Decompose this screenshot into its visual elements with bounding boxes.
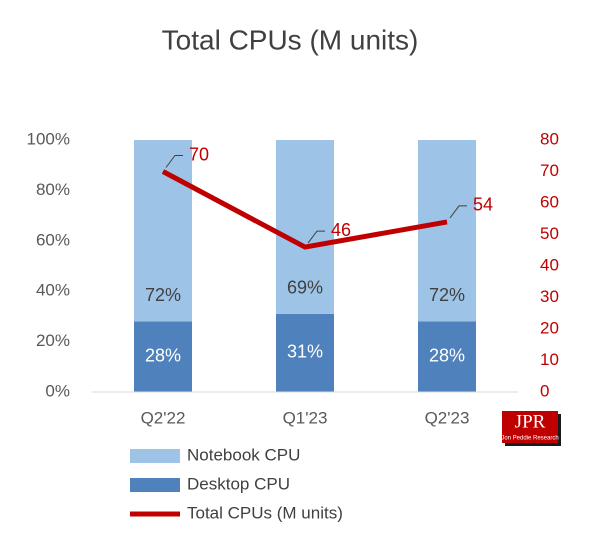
y2-tick-label: 60 bbox=[540, 192, 559, 211]
y-tick-label: 80% bbox=[36, 180, 70, 199]
data-label: 72% bbox=[145, 285, 181, 305]
x-tick-label: Q2'23 bbox=[425, 408, 470, 427]
logo-text: JPR bbox=[515, 411, 546, 432]
y2-tick-label: 10 bbox=[540, 350, 559, 369]
label-leader bbox=[307, 230, 325, 244]
data-label: 54 bbox=[473, 195, 493, 215]
chart-title: Total CPUs (M units) bbox=[162, 24, 419, 55]
legend-label: Desktop CPU bbox=[187, 474, 290, 493]
data-label: 28% bbox=[429, 345, 465, 365]
x-tick-label: Q2'22 bbox=[141, 408, 186, 427]
bar-segment bbox=[418, 140, 476, 322]
data-label: 31% bbox=[287, 342, 323, 362]
data-label: 69% bbox=[287, 278, 323, 298]
data-label: 28% bbox=[145, 345, 181, 365]
y2-tick-label: 70 bbox=[540, 161, 559, 180]
label-leader bbox=[449, 205, 467, 219]
label-leader bbox=[165, 155, 183, 168]
y2-tick-label: 80 bbox=[540, 129, 559, 148]
line-series bbox=[161, 169, 448, 250]
y-tick-label: 0% bbox=[45, 381, 70, 400]
legend-label: Notebook CPU bbox=[187, 445, 300, 464]
legend-swatch bbox=[130, 449, 180, 463]
legend-label: Total CPUs (M units) bbox=[187, 503, 343, 522]
y2-tick-label: 30 bbox=[540, 287, 559, 306]
y-tick-label: 60% bbox=[36, 230, 70, 249]
x-tick-label: Q1'23 bbox=[283, 408, 328, 427]
bar-segment bbox=[276, 313, 334, 392]
y2-tick-label: 0 bbox=[540, 381, 549, 400]
logo-box bbox=[502, 411, 558, 443]
bar-segment bbox=[134, 140, 192, 322]
data-label: 70 bbox=[189, 144, 209, 164]
bar-segment bbox=[134, 321, 192, 392]
bar-segment bbox=[418, 321, 476, 392]
logo-subtitle: Jon Peddie Research bbox=[501, 436, 558, 442]
y-tick-label: 20% bbox=[36, 331, 70, 350]
y2-tick-label: 40 bbox=[540, 255, 559, 274]
bar-segment bbox=[276, 140, 334, 314]
y2-tick-label: 20 bbox=[540, 318, 559, 337]
y2-tick-label: 50 bbox=[540, 224, 559, 243]
y-tick-label: 100% bbox=[27, 129, 70, 148]
legend-swatch bbox=[130, 478, 180, 492]
data-label: 46 bbox=[331, 220, 351, 240]
y-tick-label: 40% bbox=[36, 281, 70, 300]
logo: JPR Jon Peddie Research bbox=[501, 411, 561, 446]
data-label: 72% bbox=[429, 285, 465, 305]
